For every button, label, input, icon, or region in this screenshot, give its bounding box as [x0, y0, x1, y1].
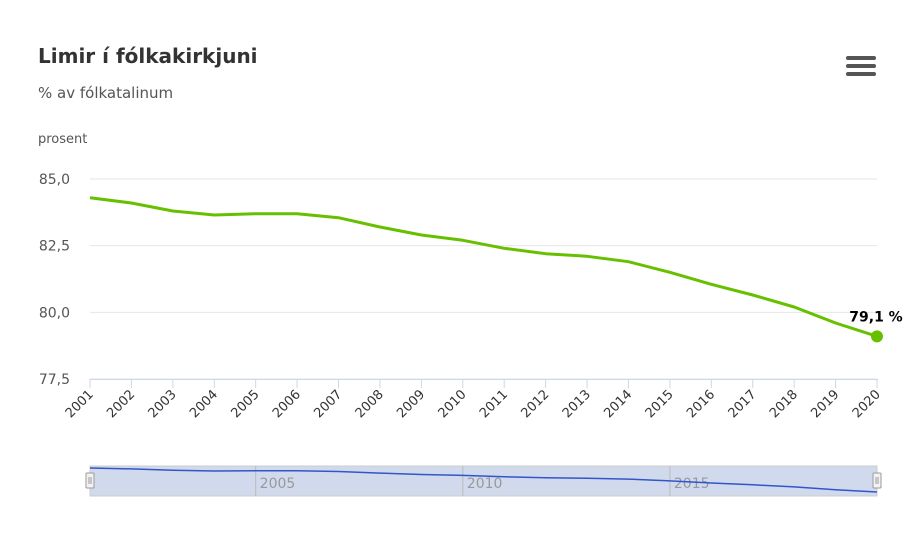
x-tick-label: 2005: [229, 387, 263, 421]
navigator-label: 2010: [467, 476, 503, 492]
x-tick-label: 2009: [394, 387, 428, 421]
x-tick-labels: 2001 2002 2003 2004 2005 2006 2007 2008 2009 2010…: [63, 379, 884, 421]
x-tick-label: 2002: [104, 387, 138, 421]
x-tick-label: 2012: [518, 387, 552, 421]
data-points: [871, 330, 883, 343]
navigator-right-handle[interactable]: [872, 472, 882, 489]
x-tick-label: 2010: [436, 387, 470, 421]
x-tick-label: 2007: [311, 387, 345, 421]
grid-lines: [90, 178, 877, 380]
y-tick-label: 77,5: [39, 372, 70, 388]
navigator-label: 2015: [674, 476, 710, 492]
x-tick-label: 2004: [187, 387, 221, 421]
x-tick-label: 2019: [808, 387, 842, 421]
y-tick-label: 80,0: [39, 305, 70, 321]
x-tick-label: 2006: [270, 387, 304, 421]
chart-subtitle: % av fólkatalinum: [38, 84, 174, 102]
navigator-label: 2005: [260, 476, 296, 492]
menu-bar: [846, 72, 876, 76]
y-tick-label: 82,5: [39, 239, 70, 255]
last-data-point: [871, 330, 883, 343]
navigator-left-handle[interactable]: [85, 472, 95, 489]
navigator-series-line: [89, 467, 878, 493]
x-tick-label: 2017: [726, 387, 760, 421]
y-tick-label: 85,0: [39, 172, 70, 188]
x-tick-label: 2020: [850, 387, 884, 421]
hamburger-menu-icon[interactable]: [846, 56, 876, 82]
y-tick-labels: 77,5 80,0 82,5 85,0: [39, 172, 70, 388]
x-tick-label: 2001: [63, 387, 97, 421]
series-line[interactable]: [89, 196, 878, 338]
menu-bar: [846, 64, 876, 68]
x-tick-label: 2018: [767, 387, 801, 421]
x-tick-label: 2015: [643, 387, 677, 421]
navigator: 2005 2010 2015: [85, 465, 882, 497]
chart-title: Limir í fólkakirkjuni: [38, 44, 258, 68]
navigator-grid: 2005 2010 2015: [255, 466, 710, 496]
x-tick-label: 2016: [684, 387, 718, 421]
menu-bar: [846, 56, 876, 60]
y-axis-title: prosent: [38, 132, 87, 147]
x-tick-label: 2008: [353, 387, 387, 421]
handle-body: [872, 472, 882, 489]
last-point-label: 79,1 %: [849, 309, 902, 325]
x-tick-label: 2011: [477, 387, 511, 421]
handle-body: [85, 472, 95, 489]
x-tick-label: 2013: [560, 387, 594, 421]
x-tick-label: 2003: [146, 387, 180, 421]
x-tick-label: 2014: [601, 387, 635, 421]
